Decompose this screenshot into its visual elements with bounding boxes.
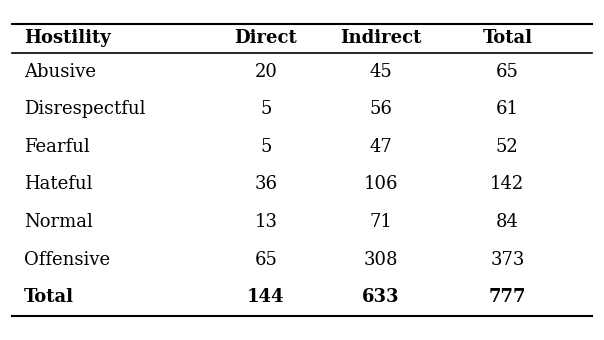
Text: Total: Total [483,29,532,47]
Text: 373: 373 [490,251,524,269]
Text: 106: 106 [363,175,398,193]
Text: Fearful: Fearful [24,138,90,156]
Text: 84: 84 [496,213,519,231]
Text: Total: Total [24,288,74,306]
Text: Abusive: Abusive [24,63,96,81]
Text: Indirect: Indirect [340,29,421,47]
Text: 65: 65 [254,251,277,269]
Text: Normal: Normal [24,213,93,231]
Text: 56: 56 [369,100,392,118]
Text: 5: 5 [260,138,271,156]
Text: 20: 20 [254,63,277,81]
Text: 61: 61 [496,100,519,118]
Text: 777: 777 [489,288,526,306]
Text: Direct: Direct [234,29,297,47]
Text: 633: 633 [362,288,399,306]
Text: 142: 142 [490,175,524,193]
Text: 13: 13 [254,213,277,231]
Text: Disrespectful: Disrespectful [24,100,146,118]
Text: 65: 65 [496,63,519,81]
Text: 144: 144 [247,288,284,306]
Text: Hateful: Hateful [24,175,92,193]
Text: Hostility: Hostility [24,29,111,47]
Text: 308: 308 [363,251,398,269]
Text: Offensive: Offensive [24,251,111,269]
Text: 47: 47 [369,138,392,156]
Text: 5: 5 [260,100,271,118]
Text: 52: 52 [496,138,519,156]
Text: 36: 36 [254,175,277,193]
Text: 71: 71 [369,213,392,231]
Text: 45: 45 [369,63,392,81]
